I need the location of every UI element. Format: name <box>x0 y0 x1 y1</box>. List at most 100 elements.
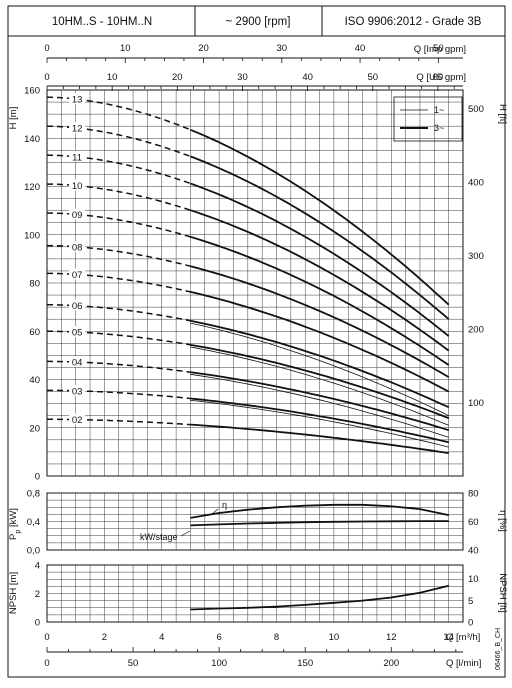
kw-stage-label-leader <box>180 530 191 537</box>
head-curve-single-phase <box>190 322 449 417</box>
q-m3h-axis-label: Q [m³/h] <box>446 632 480 643</box>
q-m3h-tick-label: 2 <box>102 632 107 643</box>
head-curve <box>190 128 450 306</box>
head-curve <box>190 236 450 366</box>
us-gpm-tick-label: 10 <box>107 72 118 83</box>
efficiency-curve <box>190 503 449 519</box>
q-lmin-tick-label: 100 <box>211 658 227 669</box>
us-gpm-tick-label: 20 <box>172 72 183 83</box>
head-curve-single-phase <box>190 399 449 448</box>
head-curve <box>190 182 450 337</box>
head-m-tick-label: 0 <box>35 472 40 483</box>
stage-label: 08 <box>72 242 83 253</box>
head-curve <box>190 423 449 454</box>
model-label: 10HM..S - 10HM..N <box>52 16 152 28</box>
head-ft-tick-label: 200 <box>468 324 484 335</box>
outer-frame <box>7 35 506 678</box>
head-ft-tick-label: 500 <box>468 104 484 115</box>
stage-label-background <box>69 122 86 134</box>
npsh-ft-tick-label: 0 <box>468 618 473 629</box>
head-m-tick-label: 20 <box>29 423 40 434</box>
head-curve <box>190 265 450 378</box>
head-ft-axis-label: H [ft] <box>497 104 508 124</box>
stage-label-background <box>69 150 86 162</box>
head-curve <box>190 209 450 352</box>
imp-gpm-tick-label: 20 <box>198 43 209 54</box>
head-ft-tick-label: 100 <box>468 398 484 409</box>
q-m3h-tick-label: 12 <box>386 632 397 643</box>
standard-label: ISO 9906:2012 - Grade 3B <box>345 16 482 28</box>
npsh-ft-axis-label: NPSH [ft] <box>497 573 508 613</box>
q-m3h-tick-label: 8 <box>274 632 279 643</box>
npsh-curve <box>190 584 449 611</box>
kw-stage-curve-label: kW/stage <box>140 532 178 542</box>
efficiency-curve-label: η <box>222 500 227 510</box>
head-curve <box>190 291 450 393</box>
q-lmin-tick-label: 150 <box>297 658 313 669</box>
head-m-tick-label: 100 <box>24 230 40 241</box>
power-tick-label: 0,0 <box>27 546 40 557</box>
head-curve <box>190 155 450 320</box>
head-curve <box>190 319 450 409</box>
head-ft-tick-label: 300 <box>468 251 484 262</box>
footer-code: 06466_B_CH <box>495 628 502 670</box>
stage-label: 13 <box>72 95 83 106</box>
power-axis-label: Pp [kW] <box>8 508 22 540</box>
npsh-m-axis-label: NPSH [m] <box>8 572 19 614</box>
chart-marks: 0 10 20 30 40 500 10 20 30 40 50 600 2 4 6 8 10 12 140 50 10… <box>24 43 484 669</box>
q-m3h-tick-label: 0 <box>44 632 49 643</box>
efficiency-tick-label: 60 <box>468 517 479 528</box>
head-curve <box>190 371 449 432</box>
legend-label-three-phase: 3~ <box>434 123 444 133</box>
stage-label-background <box>69 268 86 280</box>
head-m-tick-label: 120 <box>24 182 40 193</box>
stage-label-background <box>69 413 86 425</box>
efficiency-tick-label: 80 <box>468 489 479 500</box>
stage-label: 04 <box>72 358 83 369</box>
npsh-ft-tick-label: 5 <box>468 596 473 607</box>
imp-gpm-tick-label: 40 <box>355 43 366 54</box>
legend-box <box>393 96 463 142</box>
stage-label: 11 <box>72 152 82 163</box>
us-gpm-axis-label: Q [US gpm] <box>416 72 466 83</box>
stage-label-background <box>69 356 86 368</box>
head-m-tick-label: 80 <box>29 279 40 290</box>
head-ft-tick-label: 400 <box>468 177 484 188</box>
stage-label: 10 <box>72 181 83 192</box>
us-gpm-tick-label: 60 <box>433 72 444 83</box>
power-tick-label: 0,4 <box>27 517 40 528</box>
imp-gpm-axis-label: Q [Imp gpm] <box>414 44 466 55</box>
stage-label: 07 <box>72 270 83 281</box>
q-lmin-tick-label: 50 <box>128 658 139 669</box>
imp-gpm-tick-label: 0 <box>44 43 49 54</box>
head-m-tick-label: 140 <box>24 134 40 145</box>
efficiency-tick-label: 40 <box>468 546 479 557</box>
speed-label: ~ 2900 [rpm] <box>226 16 291 28</box>
stage-label-background <box>69 384 86 396</box>
stage-label-background <box>69 326 86 338</box>
kw-stage-curve <box>190 520 449 527</box>
head-curve-single-phase <box>190 373 449 438</box>
stage-label: 03 <box>72 386 83 397</box>
efficiency-axis-label: η [%] <box>497 510 508 532</box>
q-lmin-axis-label: Q [l/min] <box>446 658 481 669</box>
stage-label-background <box>69 299 86 311</box>
head-curve-single-phase <box>190 346 449 426</box>
npsh-m-tick-label: 4 <box>35 561 40 572</box>
stage-label-background <box>69 208 86 220</box>
q-m3h-tick-label: 10 <box>329 632 340 643</box>
imp-gpm-tick-label: 30 <box>277 43 288 54</box>
head-m-tick-label: 40 <box>29 375 40 386</box>
stage-label: 12 <box>72 124 83 135</box>
stage-label-background <box>69 93 86 105</box>
stage-label: 02 <box>72 415 83 426</box>
npsh-ft-tick-label: 10 <box>468 574 479 585</box>
head-m-tick-label: 60 <box>29 327 40 338</box>
q-m3h-tick-label: 6 <box>216 632 221 643</box>
legend-label-single-phase: 1~ <box>434 105 444 115</box>
q-m3h-tick-label: 4 <box>159 632 164 643</box>
stage-label-background <box>69 179 86 191</box>
stage-label: 06 <box>72 301 83 312</box>
